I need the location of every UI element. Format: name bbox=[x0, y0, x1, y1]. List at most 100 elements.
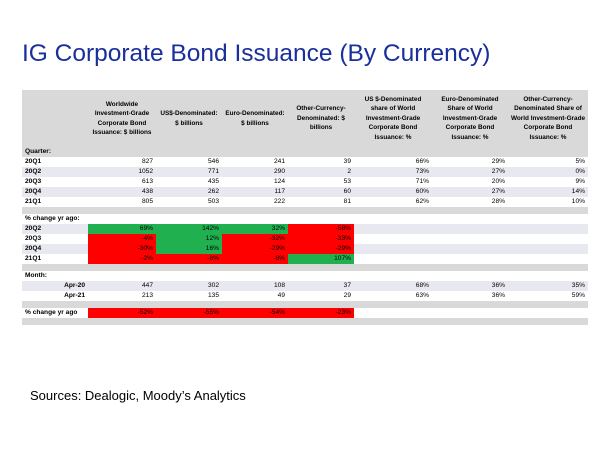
empty-cell bbox=[156, 301, 222, 308]
empty-cell bbox=[432, 214, 508, 224]
table-cell: 27% bbox=[432, 187, 508, 197]
row-label: Apr-20 bbox=[22, 281, 88, 291]
empty-cell bbox=[22, 264, 88, 271]
table-cell: 302 bbox=[156, 281, 222, 291]
empty-cell bbox=[354, 214, 432, 224]
change-cell: -58% bbox=[288, 224, 354, 234]
table-row: 20Q2 1052 771 290 2 73% 27% 0% bbox=[22, 167, 588, 177]
empty-cell bbox=[354, 301, 432, 308]
empty-cell bbox=[432, 301, 508, 308]
table-cell: 213 bbox=[88, 291, 156, 301]
table-cell: 28% bbox=[432, 197, 508, 207]
row-label: 21Q1 bbox=[22, 254, 88, 264]
empty-cell bbox=[508, 254, 588, 264]
table-cell: 36% bbox=[432, 281, 508, 291]
table-cell: 805 bbox=[88, 197, 156, 207]
table-cell: 241 bbox=[222, 157, 288, 167]
table-cell: 60% bbox=[354, 187, 432, 197]
table-cell: 53 bbox=[288, 177, 354, 187]
empty-cell bbox=[354, 308, 432, 318]
empty-cell bbox=[508, 301, 588, 308]
change-cell: -52% bbox=[88, 308, 156, 318]
empty-cell bbox=[432, 318, 508, 325]
empty-cell bbox=[88, 318, 156, 325]
change-cell: -4% bbox=[88, 234, 156, 244]
table-cell: 117 bbox=[222, 187, 288, 197]
change-cell: -8% bbox=[222, 254, 288, 264]
empty-cell bbox=[508, 207, 588, 214]
empty-cell bbox=[508, 224, 588, 234]
table-cell: 62% bbox=[354, 197, 432, 207]
table-cell: 0% bbox=[508, 167, 588, 177]
spacer-row bbox=[22, 301, 588, 308]
table-cell: 29 bbox=[288, 291, 354, 301]
table-cell: 59% bbox=[508, 291, 588, 301]
table-cell: 262 bbox=[156, 187, 222, 197]
table-row: Apr-20 447 302 108 37 68% 36% 35% bbox=[22, 281, 588, 291]
column-header bbox=[22, 90, 88, 147]
empty-cell bbox=[156, 271, 222, 281]
change-cell: -23% bbox=[288, 308, 354, 318]
row-label: 21Q1 bbox=[22, 197, 88, 207]
empty-cell bbox=[88, 207, 156, 214]
table-cell: 1052 bbox=[88, 167, 156, 177]
empty-cell bbox=[432, 264, 508, 271]
row-label: 20Q4 bbox=[22, 187, 88, 197]
table-row: 20Q3 -4% 12% -32% -33% bbox=[22, 234, 588, 244]
change-cell: 142% bbox=[156, 224, 222, 234]
table-cell: 35% bbox=[508, 281, 588, 291]
row-label: 20Q3 bbox=[22, 234, 88, 244]
empty-cell bbox=[354, 224, 432, 234]
column-header: Euro-Denominated: $ billions bbox=[222, 90, 288, 147]
table-cell: 827 bbox=[88, 157, 156, 167]
empty-cell bbox=[354, 254, 432, 264]
table-cell: 29% bbox=[432, 157, 508, 167]
column-header: Euro-Denominated Share of World Investme… bbox=[432, 90, 508, 147]
section-label: % change yr ago: bbox=[22, 214, 88, 224]
table-cell: 546 bbox=[156, 157, 222, 167]
empty-cell bbox=[508, 271, 588, 281]
table-cell: 447 bbox=[88, 281, 156, 291]
empty-cell bbox=[222, 271, 288, 281]
empty-cell bbox=[354, 318, 432, 325]
empty-cell bbox=[288, 207, 354, 214]
empty-cell bbox=[288, 318, 354, 325]
empty-cell bbox=[354, 271, 432, 281]
table-cell: 9% bbox=[508, 177, 588, 187]
table-cell: 14% bbox=[508, 187, 588, 197]
row-label: 20Q4 bbox=[22, 244, 88, 254]
empty-cell bbox=[432, 244, 508, 254]
empty-cell bbox=[222, 301, 288, 308]
empty-cell bbox=[88, 264, 156, 271]
table-cell: 438 bbox=[88, 187, 156, 197]
change-cell: 32% bbox=[222, 224, 288, 234]
spacer-row bbox=[22, 264, 588, 271]
empty-cell bbox=[222, 318, 288, 325]
table-row: % change yr ago -52% -55% -54% -23% bbox=[22, 308, 588, 318]
change-cell: -55% bbox=[156, 308, 222, 318]
empty-cell bbox=[354, 147, 432, 157]
empty-cell bbox=[288, 264, 354, 271]
table-cell: 49 bbox=[222, 291, 288, 301]
table-row: 20Q3 613 435 124 53 71% 20% 9% bbox=[22, 177, 588, 187]
change-cell: -2% bbox=[88, 254, 156, 264]
issuance-table: Worldwide Investment-Grade Corporate Bon… bbox=[22, 90, 588, 325]
column-header: US $-Denominated share of World Investme… bbox=[354, 90, 432, 147]
change-cell: -30% bbox=[88, 244, 156, 254]
section-row: % change yr ago: bbox=[22, 214, 588, 224]
header-row: Worldwide Investment-Grade Corporate Bon… bbox=[22, 90, 588, 147]
section-label: Month: bbox=[22, 271, 88, 281]
table-cell: 63% bbox=[354, 291, 432, 301]
empty-cell bbox=[354, 244, 432, 254]
empty-cell bbox=[156, 214, 222, 224]
empty-cell bbox=[432, 271, 508, 281]
row-label: % change yr ago bbox=[22, 308, 88, 318]
row-label: 20Q2 bbox=[22, 167, 88, 177]
table-cell: 108 bbox=[222, 281, 288, 291]
spacer-row bbox=[22, 318, 588, 325]
change-cell: -54% bbox=[222, 308, 288, 318]
empty-cell bbox=[222, 207, 288, 214]
empty-cell bbox=[508, 318, 588, 325]
empty-cell bbox=[354, 264, 432, 271]
table-cell: 5% bbox=[508, 157, 588, 167]
